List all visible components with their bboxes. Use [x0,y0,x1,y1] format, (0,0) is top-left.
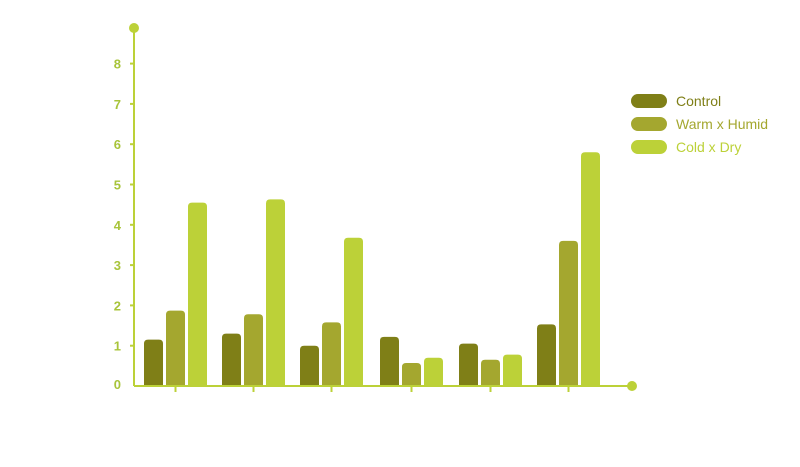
legend-swatch-control [631,93,667,108]
chart-legend: Control Warm x Humid Cold x Dry [631,89,768,158]
y-tick-label-8: 8 [114,57,121,72]
bars-group [144,152,600,386]
legend-label-warm-humid: Warm x Humid [676,115,769,132]
bar-cold-x-dry-5 [503,354,522,386]
y-tick-label-2: 2 [114,298,121,313]
legend-item-cold-dry: Cold x Dry [631,135,768,158]
axes-group: 0 1 2 3 4 5 6 7 8 [114,23,637,392]
bar-warm-x-humid-4 [402,363,421,386]
y-tick-label-0: 0 [114,377,121,392]
bar-control-6 [537,324,556,386]
x-axis-end-dot [627,381,637,391]
bar-control-4 [380,336,399,386]
legend-label-control: Control [676,92,722,109]
bar-cold-x-dry-2 [266,199,285,386]
bar-warm-x-humid-3 [322,322,341,386]
y-tick-label-7: 7 [114,97,121,112]
legend-item-warm-humid: Warm x Humid [631,112,768,135]
bar-cold-x-dry-6 [581,152,600,386]
bar-control-5 [459,343,478,386]
legend-item-control: Control [631,89,768,112]
bar-control-1 [144,339,163,386]
bar-warm-x-humid-6 [559,240,578,386]
y-tick-label-4: 4 [114,218,122,233]
y-tick-label-5: 5 [114,178,121,193]
bar-cold-x-dry-3 [344,237,363,386]
y-axis-end-dot [129,23,139,33]
y-tick-label-6: 6 [114,137,121,152]
y-tick-label-3: 3 [114,258,121,273]
bar-control-3 [300,345,319,386]
bar-warm-x-humid-5 [481,359,500,386]
y-tick-label-1: 1 [114,339,121,354]
bar-cold-x-dry-4 [424,357,443,386]
legend-swatch-warm-humid [631,116,667,131]
bar-warm-x-humid-2 [244,314,263,386]
legend-label-cold-dry: Cold x Dry [676,138,742,155]
legend-swatch-cold-dry [631,139,667,154]
bar-cold-x-dry-1 [188,202,207,386]
bar-control-2 [222,333,241,386]
bar-warm-x-humid-1 [166,310,185,386]
